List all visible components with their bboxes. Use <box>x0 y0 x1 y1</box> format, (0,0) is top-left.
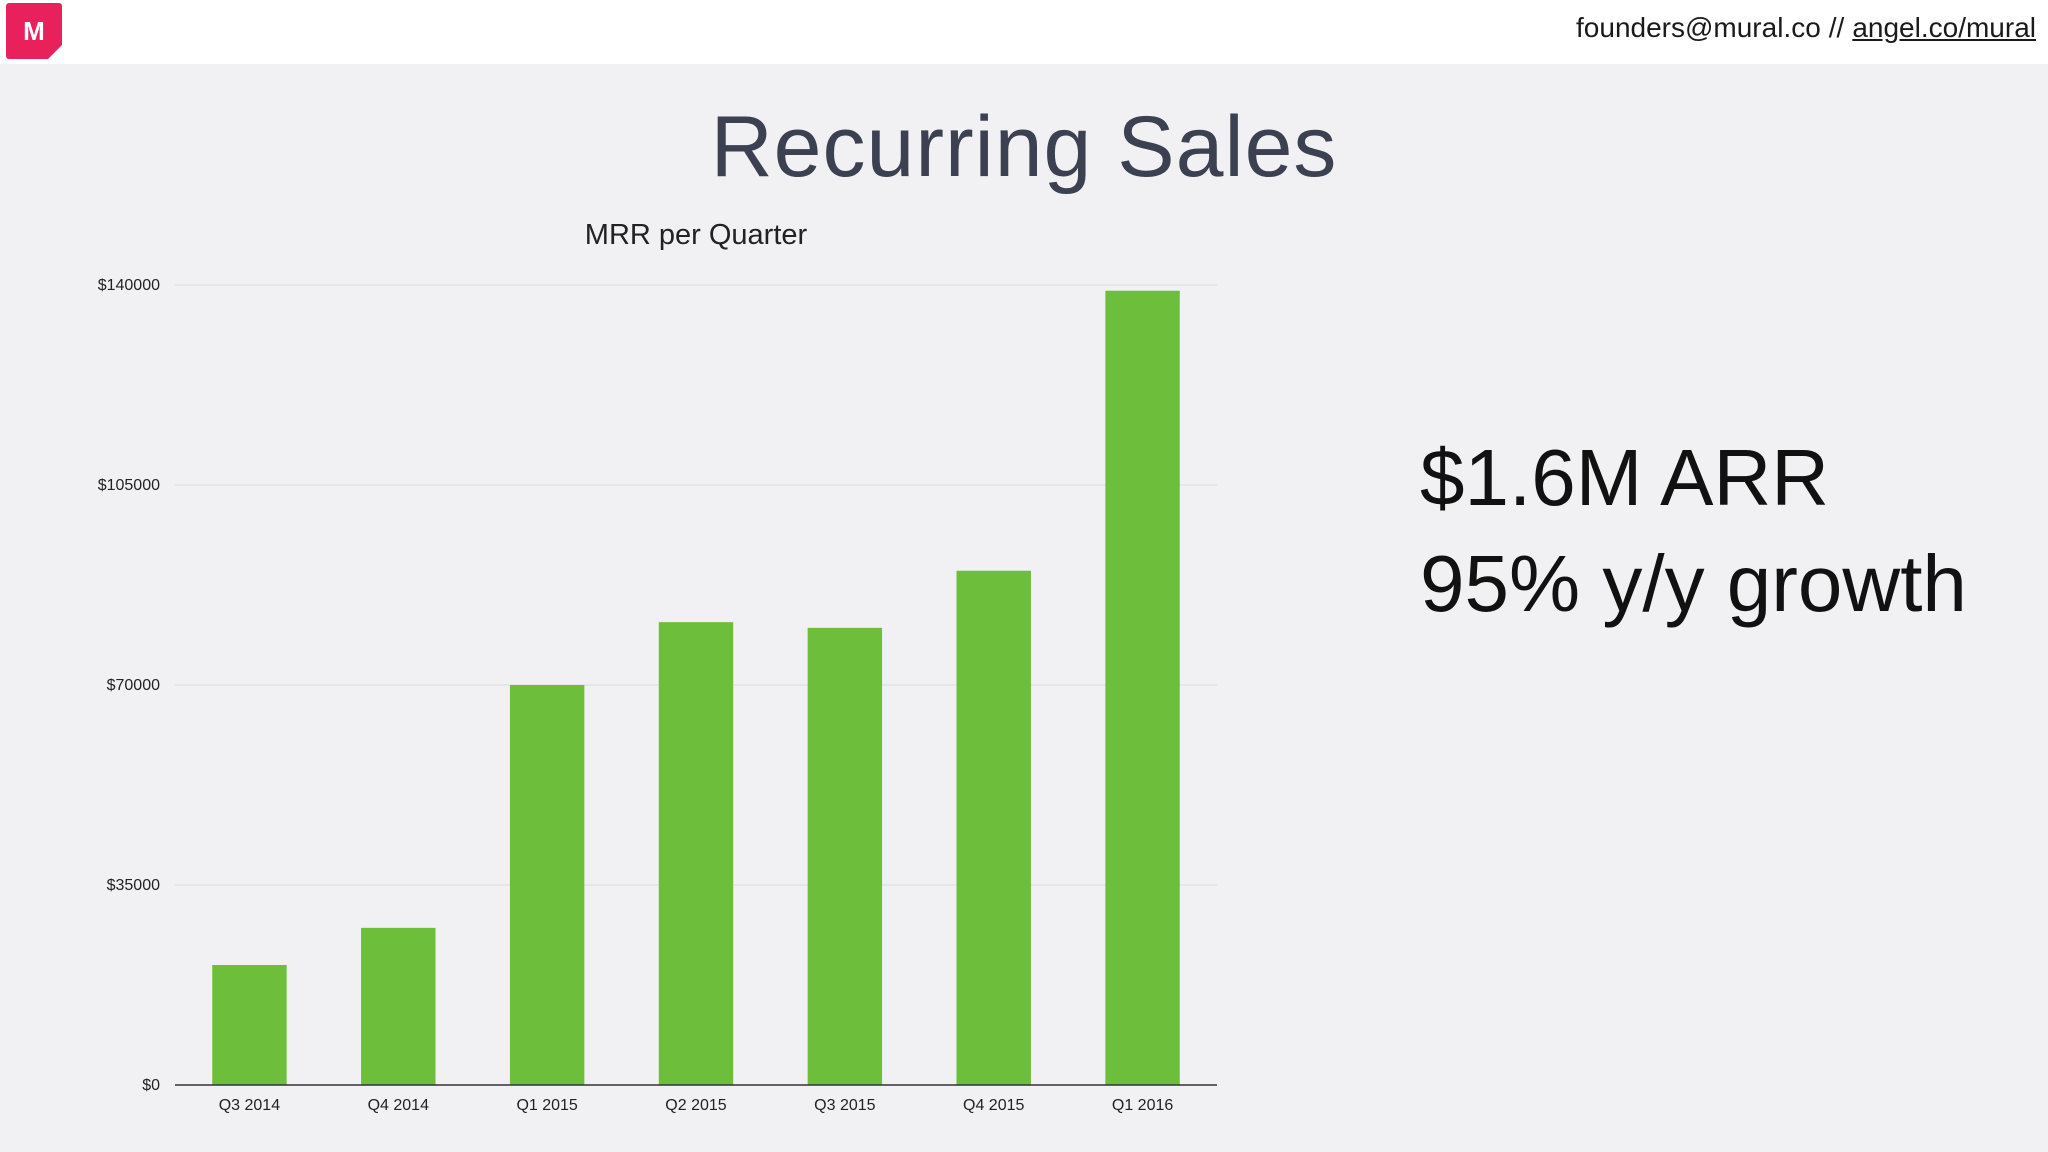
mrr-bar-chart: MRR per Quarter $0 $35000 $70000 $105000 $14… <box>0 210 1260 1130</box>
contact-info: founders@mural.co//angel.co/mural <box>1576 12 2036 44</box>
angel-link[interactable]: angel.co/mural <box>1852 12 2036 43</box>
x-tick-label: Q4 2015 <box>963 1097 1024 1114</box>
bar-q1-2015 <box>509 685 585 1085</box>
x-tick-label: Q3 2015 <box>814 1097 875 1114</box>
x-tick-labels: Q3 2014 Q4 2014 Q1 2015 Q2 2015 Q3 2015 Q4 20… <box>219 1097 1174 1114</box>
bar-q3-2015 <box>807 627 883 1085</box>
logo-fold-corner <box>48 45 62 59</box>
logo-letter: M <box>23 16 45 46</box>
key-stats: $1.6M ARR 95% y/y growth <box>1420 425 1967 637</box>
y-tick-labels: $0 $35000 $70000 $105000 $140000 <box>98 277 160 1094</box>
growth-stat: 95% y/y growth <box>1420 539 1967 628</box>
chart-title: MRR per Quarter <box>585 219 808 251</box>
y-tick-label: $105000 <box>98 477 160 494</box>
x-tick-label: Q1 2016 <box>1112 1097 1173 1114</box>
slide-title: Recurring Sales <box>710 99 1338 195</box>
x-tick-label: Q1 2015 <box>516 1097 577 1114</box>
bar-q3-2014 <box>212 965 287 1085</box>
top-bar: M founders@mural.co//angel.co/mural <box>0 0 2048 64</box>
mural-logo[interactable]: M <box>6 3 62 59</box>
y-tick-label: $0 <box>142 1077 160 1094</box>
bars <box>212 290 1180 1085</box>
contact-email: founders@mural.co <box>1576 12 1821 43</box>
x-tick-label: Q3 2014 <box>219 1097 280 1114</box>
arr-stat: $1.6M ARR <box>1420 433 1830 522</box>
y-tick-label: $70000 <box>107 677 160 694</box>
bar-q4-2014 <box>361 927 436 1085</box>
x-tick-label: Q2 2015 <box>665 1097 726 1114</box>
bar-q4-2015 <box>956 570 1031 1085</box>
bar-q1-2016 <box>1105 290 1180 1085</box>
x-tick-label: Q4 2014 <box>368 1097 429 1114</box>
y-tick-label: $140000 <box>98 277 160 294</box>
y-tick-label: $35000 <box>107 877 160 894</box>
bar-q2-2015 <box>658 622 734 1085</box>
chart-svg: MRR per Quarter $0 $35000 $70000 $105000 $14… <box>98 219 1217 1114</box>
contact-separator: // <box>1828 12 1845 43</box>
